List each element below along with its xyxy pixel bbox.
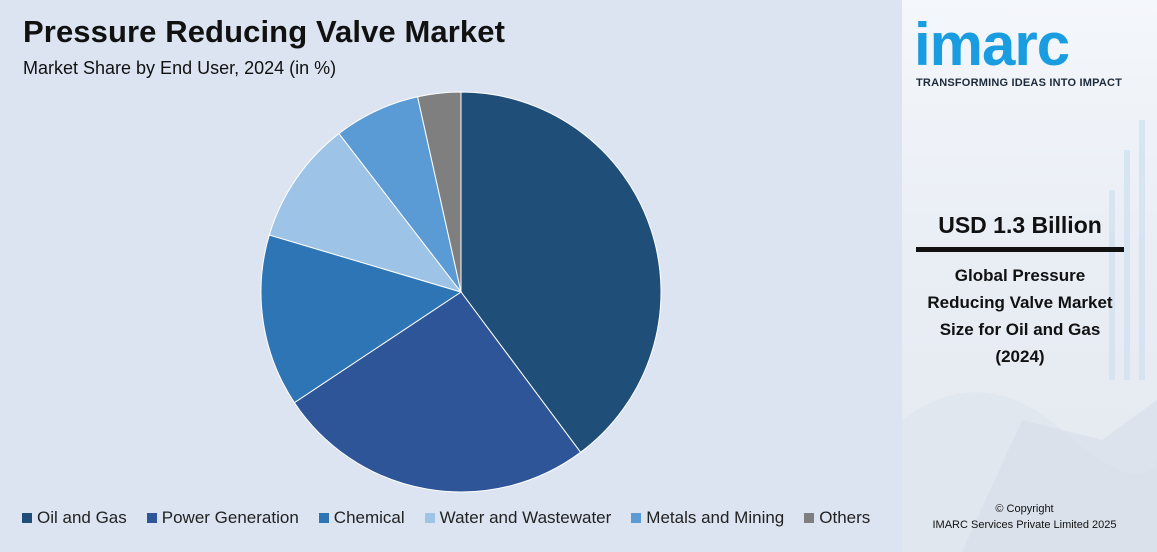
legend-label: Oil and Gas [37, 508, 127, 527]
legend-item-metals-and-mining: Metals and Mining [631, 508, 784, 528]
copyright-line-1: © Copyright [995, 503, 1054, 515]
imarc-logo: imarc TRANSFORMING IDEAS INTO IMPACT [914, 11, 1134, 90]
market-value-description: Global Pressure Reducing Valve Market Si… [927, 266, 1113, 366]
copyright-line-2: IMARC Services Private Limited 2025 [932, 519, 1117, 531]
legend-label: Chemical [333, 508, 405, 527]
chart-legend: Oil and Gas Power Generation Chemical Water… [22, 507, 870, 529]
legend-item-water-and-wastewater: Water and Wastewater [424, 508, 612, 528]
pie-slice-chemical [260, 234, 463, 404]
logo-wordmark: imarc [914, 11, 1070, 78]
chart-title: Pressure Reducing Valve Market [23, 14, 506, 49]
legend-swatch [804, 513, 815, 523]
chart-subtitle: Market Share by End User, 2024 (in %) [23, 58, 337, 78]
legend-swatch [424, 513, 435, 523]
legend-item-others: Others [804, 508, 870, 528]
market-value-box: USD 1.3 Billion Global Pressure Reducing… [916, 212, 1124, 370]
pie-chart [260, 91, 662, 493]
market-value-amount: USD 1.3 Billion [938, 212, 1102, 238]
pie-slice-power-generation [293, 291, 582, 493]
legend-swatch [146, 513, 157, 523]
pie-slice-others [416, 91, 462, 293]
chart-panel: Pressure Reducing Valve Market Market Sh… [0, 0, 902, 552]
legend-swatch [318, 513, 329, 523]
legend-swatch [631, 513, 642, 523]
value-divider [916, 247, 1124, 252]
logo-tagline: TRANSFORMING IDEAS INTO IMPACT [916, 77, 1123, 89]
pie-slice-water-and-wastewater [268, 132, 463, 293]
legend-label: Power Generation [161, 508, 299, 527]
decorative-background-graphic [902, 120, 1157, 552]
legend-label: Water and Wastewater [439, 508, 612, 527]
legend-item-power-generation: Power Generation [146, 508, 299, 528]
legend-item-oil-and-gas: Oil and Gas [22, 508, 127, 528]
legend-label: Others [819, 508, 871, 527]
side-panel: imarc TRANSFORMING IDEAS INTO IMPACT USD… [902, 0, 1157, 552]
legend-swatch [22, 513, 32, 523]
legend-item-chemical: Chemical [318, 508, 405, 528]
pie-slice-oil-and-gas [460, 91, 662, 454]
legend-label: Metals and Mining [646, 508, 785, 527]
copyright-notice: © Copyright IMARC Services Private Limit… [902, 501, 1147, 533]
